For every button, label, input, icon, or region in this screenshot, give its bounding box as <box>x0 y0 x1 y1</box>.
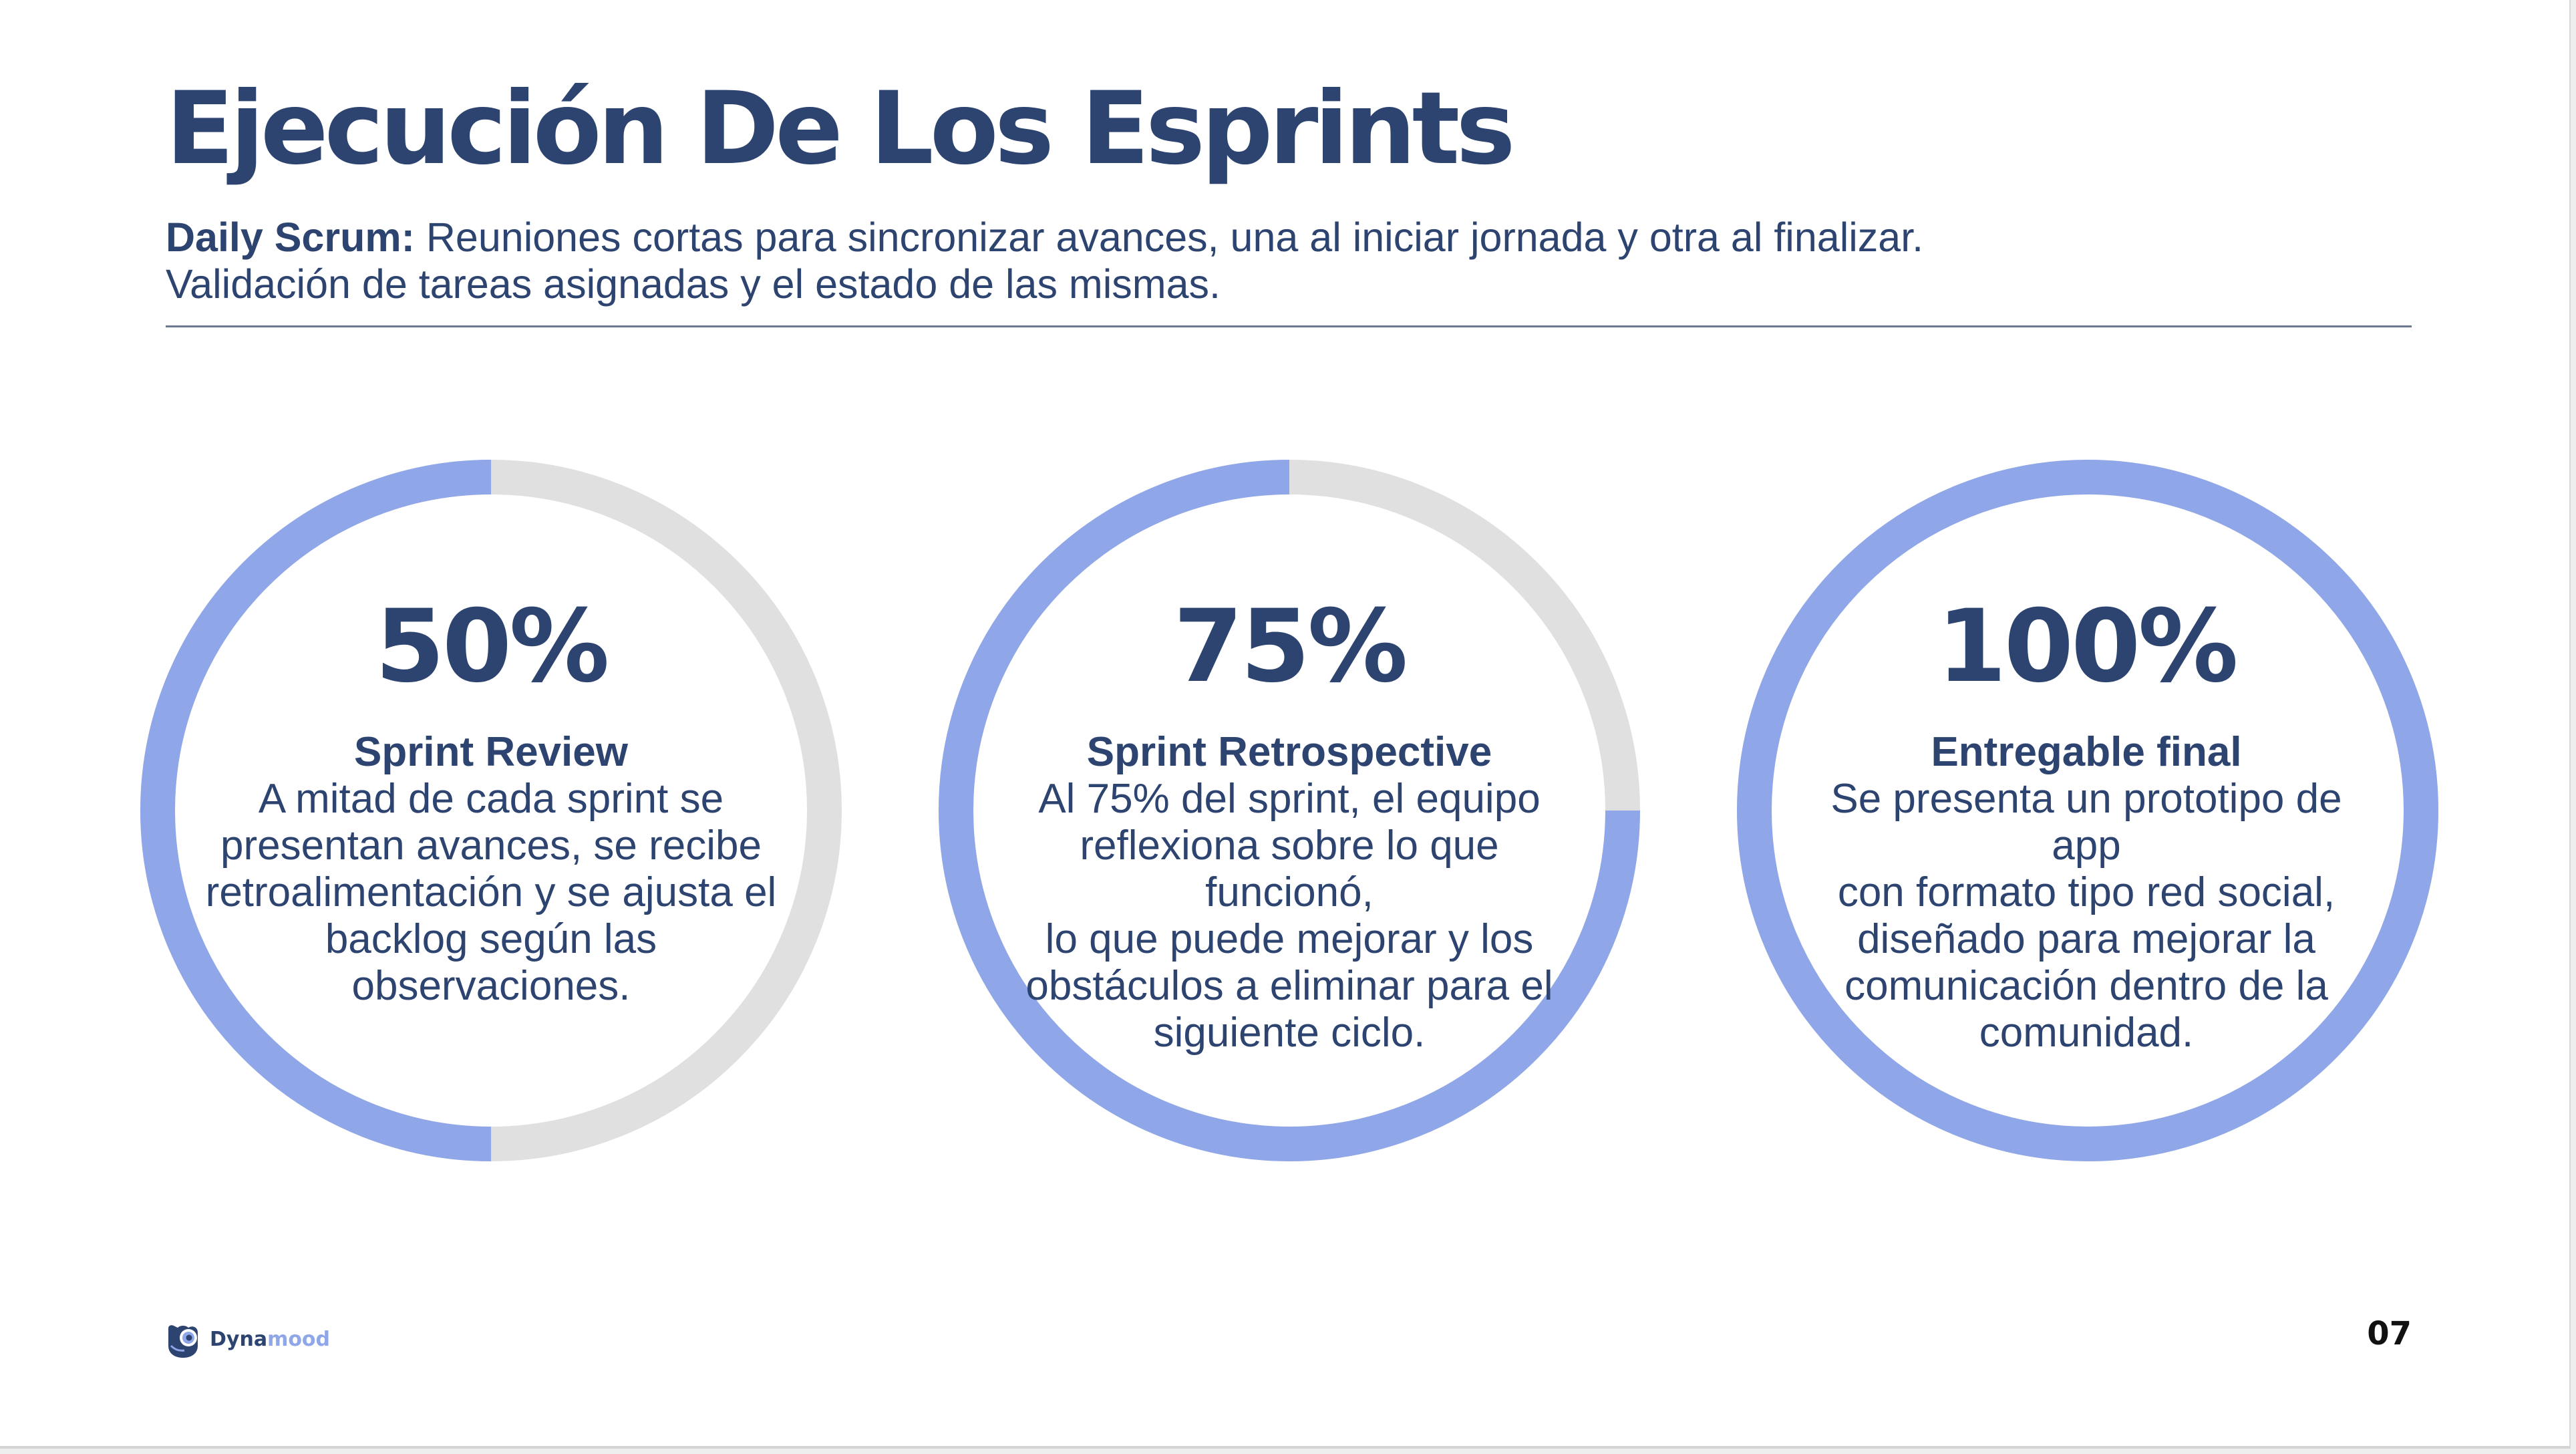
subtitle-line-2: Validación de tareas asignadas y el esta… <box>166 261 1221 307</box>
description-line: A mitad de cada sprint se <box>258 776 724 822</box>
owl-logo-icon <box>168 1325 198 1358</box>
percent-label: 50% <box>375 589 609 705</box>
ring-fill-2 <box>939 460 1640 1161</box>
logo-wordmark: Dynamood <box>210 1327 331 1351</box>
card-title: Sprint Review <box>354 729 628 775</box>
progress-ring-2 <box>939 460 1640 1161</box>
description-line: presentan avances, se recibe <box>220 823 762 869</box>
ring-fill-1 <box>140 460 492 1161</box>
description-line: lo que puede mejorar y los <box>1045 916 1534 962</box>
ring-fill-3 <box>1737 459 2438 1162</box>
slide-title: Ejecución De Los Esprints <box>166 71 1516 187</box>
slide-subtitle: Daily Scrum: Reuniones cortas para sincr… <box>166 214 1923 307</box>
progress-card-entregable-final: 100% Entregable final Se presenta un pro… <box>1792 597 2380 1056</box>
description-line: con formato tipo red social, <box>1837 869 2336 915</box>
progress-card-sprint-retrospective: 75% Sprint Retrospective Al 75% del spri… <box>995 597 1583 1056</box>
description-line: observaciones. <box>351 963 631 1009</box>
subtitle-lead: Daily Scrum: <box>166 214 415 260</box>
progress-card-sprint-review: 50% Sprint Review A mitad de cada sprint… <box>197 597 785 1010</box>
card-title: Entregable final <box>1931 729 2242 775</box>
percent-label: 75% <box>1173 589 1408 705</box>
description-line: Al 75% del sprint, el equipo <box>1038 776 1541 822</box>
subtitle-text: Reuniones cortas para sincronizar avance… <box>414 214 1924 260</box>
percent-label: 100% <box>1937 589 2238 705</box>
card-description: A mitad de cada sprint se presentan avan… <box>197 776 785 1010</box>
card-description: Al 75% del sprint, el equipo reflexiona … <box>995 776 1583 1056</box>
progress-ring-1 <box>140 460 842 1161</box>
description-line: Se presenta un prototipo de app <box>1830 776 2342 869</box>
description-line: reflexiona sobre lo que funcionó, <box>1080 823 1499 915</box>
company-logo: Dynamood <box>164 1318 330 1360</box>
description-line: backlog según las <box>325 916 657 962</box>
page-number: 07 <box>2367 1315 2412 1352</box>
description-line: obstáculos a eliminar para el <box>1025 963 1553 1009</box>
description-line: retroalimentación y se ajusta el <box>205 869 777 915</box>
description-line: comunidad. <box>1979 1010 2194 1056</box>
card-title: Sprint Retrospective <box>1086 729 1492 775</box>
description-line: siguiente ciclo. <box>1153 1010 1426 1056</box>
card-description: Se presenta un prototipo de app con form… <box>1792 776 2380 1056</box>
description-line: comunicación dentro de la <box>1844 963 2328 1009</box>
progress-ring-3 <box>1737 459 2438 1162</box>
title-divider <box>166 325 2412 327</box>
description-line: diseñado para mejorar la <box>1857 916 2315 962</box>
